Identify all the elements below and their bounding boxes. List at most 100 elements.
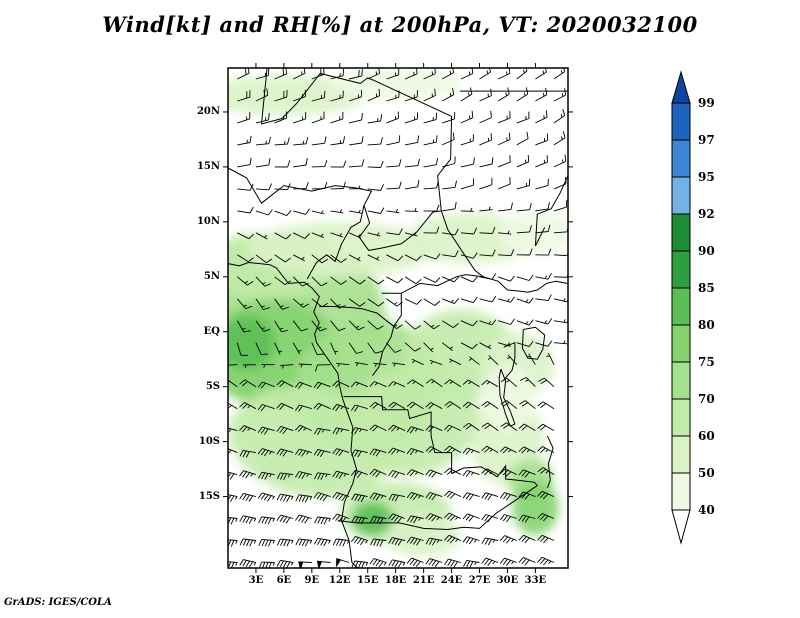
wind-barb xyxy=(348,232,362,239)
wind-barb xyxy=(535,87,548,102)
wind-barb xyxy=(311,254,329,264)
wind-barb xyxy=(462,469,480,478)
wind-barb xyxy=(425,378,443,388)
country-border xyxy=(306,205,365,280)
colorbar-label: 95 xyxy=(698,170,715,184)
wind-barb xyxy=(255,158,271,168)
wind-barb xyxy=(239,449,256,458)
wind-barb xyxy=(354,361,368,367)
wind-barb xyxy=(553,68,566,80)
wind-barb xyxy=(298,363,312,368)
wind-barb xyxy=(348,89,362,102)
wind-barb xyxy=(295,471,312,480)
wind-barb xyxy=(386,320,403,329)
wind-barb xyxy=(311,111,325,124)
wind-barb xyxy=(237,276,254,286)
x-tick-label: 21E xyxy=(412,575,435,586)
wind-barb xyxy=(516,274,534,281)
y-tick-label: 15S xyxy=(198,490,220,502)
country-border xyxy=(371,326,395,376)
wind-barb xyxy=(294,424,312,432)
wind-barb xyxy=(516,131,529,146)
wind-barb xyxy=(553,131,566,146)
wind-barb xyxy=(537,423,555,431)
wind-barb xyxy=(535,318,553,325)
wind-barb xyxy=(499,446,517,454)
wind-barb xyxy=(386,90,400,102)
wind-barb xyxy=(314,516,331,525)
wind-barb xyxy=(351,493,368,503)
wind-barb xyxy=(313,427,331,436)
country-border xyxy=(319,293,402,327)
wind-barb xyxy=(507,354,518,365)
wind-barb xyxy=(442,180,457,190)
wind-barb xyxy=(351,449,368,458)
wind-barb xyxy=(274,111,288,124)
wind-barb xyxy=(311,232,325,239)
wind-barb xyxy=(442,298,460,305)
wind-barb xyxy=(257,426,275,435)
rh-contour-region xyxy=(512,480,559,536)
wind-barb xyxy=(369,516,387,525)
wind-barb xyxy=(444,467,462,475)
wind-barb xyxy=(228,364,238,366)
wind-barb xyxy=(293,181,309,190)
wind-barb xyxy=(407,379,424,388)
wind-barb xyxy=(386,208,400,214)
lake-outline xyxy=(521,326,546,360)
wind-barb xyxy=(236,320,251,333)
wind-barb xyxy=(425,537,443,546)
wind-barb xyxy=(293,89,306,102)
wind-barb xyxy=(479,110,492,124)
wind-barb xyxy=(425,492,443,501)
colorbar-label: 75 xyxy=(698,355,715,369)
wind-barb xyxy=(537,512,555,522)
wind-barb xyxy=(442,111,456,124)
wind-barb xyxy=(351,427,368,435)
wind-barb xyxy=(497,318,515,325)
wind-barb xyxy=(404,320,422,330)
colorbar-segment xyxy=(671,472,691,511)
wind-barb xyxy=(386,135,401,146)
wind-barb xyxy=(538,377,555,388)
wind-barb xyxy=(442,250,459,258)
wind-barb xyxy=(404,179,420,190)
wind-barb xyxy=(330,136,346,146)
wind-barb xyxy=(516,297,534,304)
wind-barb xyxy=(276,493,294,503)
wind-barb xyxy=(348,298,366,307)
country-border xyxy=(343,396,453,474)
wind-barb xyxy=(367,184,385,191)
wind-barb xyxy=(348,342,364,354)
wind-barb xyxy=(388,424,406,432)
wind-barb xyxy=(481,514,499,523)
x-tick-label: 27E xyxy=(468,575,491,586)
wind-barb xyxy=(425,424,443,433)
country-border xyxy=(381,274,568,294)
wind-barb xyxy=(479,177,493,190)
wind-barb xyxy=(425,402,443,410)
colorbar-segment xyxy=(671,102,691,141)
wind-barb xyxy=(295,494,313,503)
wind-barb xyxy=(332,448,350,457)
wind-barb xyxy=(425,469,443,478)
wind-barb xyxy=(239,559,257,568)
wind-barb xyxy=(239,379,257,388)
y-tick-label: 15N xyxy=(196,160,220,172)
wind-barb xyxy=(516,319,534,326)
wind-barb xyxy=(351,516,368,525)
colorbar: 99 97 95 92 90 85 80 75 70 60 50 40 xyxy=(668,60,798,570)
wind-barb xyxy=(311,342,325,356)
map-canvas xyxy=(223,63,573,573)
wind-barbs-layer xyxy=(228,68,568,568)
wind-barb xyxy=(500,377,518,388)
wind-barb xyxy=(460,320,478,327)
wind-barb xyxy=(468,356,480,366)
wind-barb xyxy=(369,381,387,388)
wind-barb xyxy=(460,134,474,146)
wind-barb xyxy=(444,512,462,522)
wind-barb xyxy=(518,514,536,523)
wind-barb xyxy=(423,157,438,168)
grads-credit: GrADS: IGES/COLA xyxy=(4,597,112,608)
colorbar-segment xyxy=(671,250,691,289)
